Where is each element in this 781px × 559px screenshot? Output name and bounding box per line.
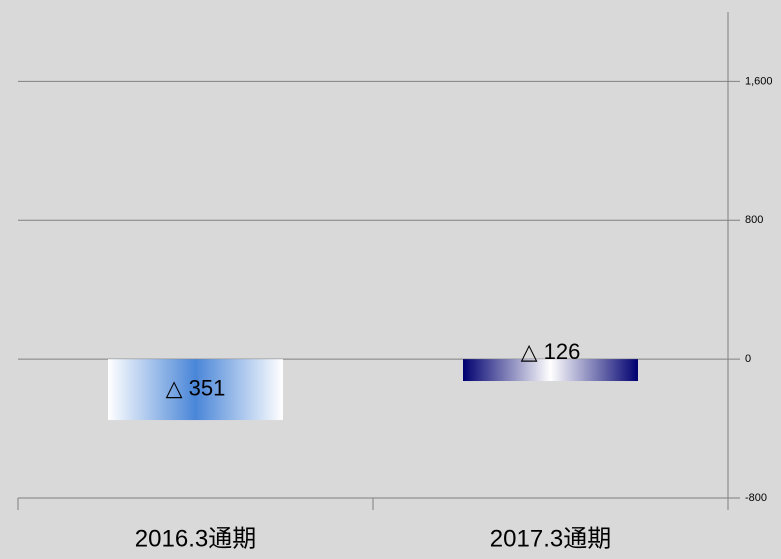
y-tick-label: 800 [745, 214, 763, 226]
x-tick-label: 2017.3通期 [490, 525, 611, 552]
bar [463, 359, 638, 382]
y-tick-label: -800 [745, 492, 767, 504]
data-label: △ 126 [521, 339, 581, 364]
bar [108, 359, 283, 421]
x-tick-label: 2016.3通期 [135, 525, 256, 552]
y-tick-label: 1,600 [745, 75, 773, 87]
y-tick-label: 0 [745, 353, 751, 365]
data-label: △ 351 [166, 375, 226, 400]
